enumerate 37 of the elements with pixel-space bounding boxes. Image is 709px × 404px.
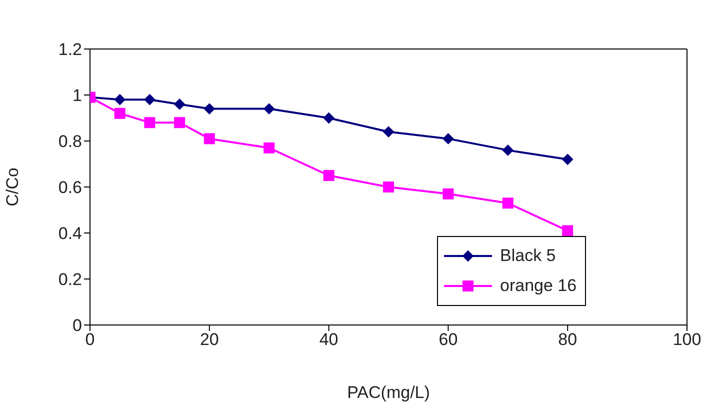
- point: [442, 188, 454, 200]
- x-tick-label: 0: [85, 330, 95, 350]
- point: [174, 117, 186, 128]
- y-tick-label: 0: [72, 316, 82, 336]
- point: [264, 103, 275, 114]
- point: [144, 94, 156, 106]
- legend-label: Black 5: [500, 246, 556, 266]
- x-tick-label: 100: [672, 330, 702, 350]
- y-tick-label: 0.2: [58, 270, 82, 290]
- point: [383, 126, 394, 138]
- point: [562, 154, 574, 165]
- y-tick-label: 1: [72, 86, 82, 106]
- point: [264, 142, 275, 154]
- point: [323, 112, 334, 124]
- point: [144, 117, 156, 128]
- y-axis-title: C/Co: [3, 168, 22, 206]
- x-tick-label: 80: [558, 330, 578, 350]
- x-tick-label: 20: [200, 330, 219, 350]
- point: [204, 103, 215, 114]
- y-tick-label: 0.6: [58, 178, 82, 198]
- point: [383, 182, 394, 192]
- y-tick-label: 0.4: [58, 224, 82, 244]
- y-tick-label: 0.8: [58, 132, 82, 152]
- point: [502, 198, 514, 209]
- y-tick-label: 1.2: [58, 40, 82, 60]
- point: [562, 225, 574, 236]
- point: [114, 94, 126, 106]
- point: [323, 170, 334, 181]
- legend-label: orange 16: [500, 276, 577, 296]
- point: [174, 98, 186, 110]
- point: [442, 133, 454, 144]
- point: [502, 144, 514, 156]
- x-axis-title: PAC(mg/L): [347, 383, 430, 402]
- x-tick-label: 60: [438, 330, 458, 350]
- point: [114, 108, 126, 119]
- point: [204, 133, 215, 144]
- x-tick-label: 40: [319, 330, 338, 350]
